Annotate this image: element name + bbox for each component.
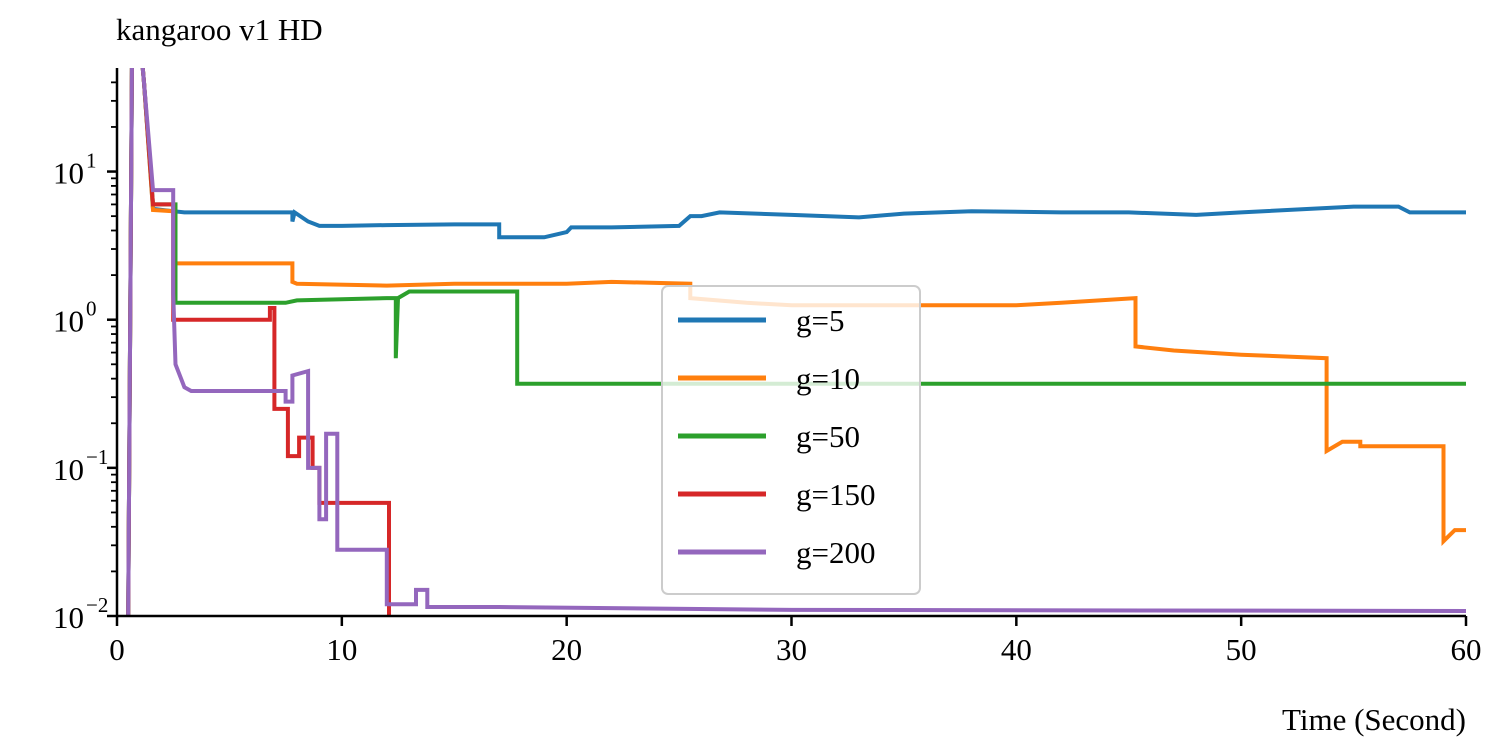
- x-tick-label-5: 50: [1226, 632, 1257, 667]
- x-tick-label-3: 30: [776, 632, 807, 667]
- y-tick-exp-2: 0: [86, 297, 97, 321]
- x-tick-label-6: 60: [1451, 632, 1482, 667]
- legend-label-2: g=50: [796, 419, 860, 454]
- legend: g=5 g=10 g=50 g=150 g=200: [661, 285, 921, 595]
- legend-label-3: g=150: [796, 477, 875, 512]
- series-line-4: [126, 68, 1466, 616]
- legend-box: [661, 285, 921, 595]
- x-tick-label-0: 0: [109, 632, 125, 667]
- x-tick-label-1: 10: [326, 632, 357, 667]
- y-tick-label-1: 10: [53, 452, 84, 487]
- y-tick-label-2: 10: [53, 304, 84, 339]
- legend-label-4: g=200: [796, 535, 875, 570]
- x-axis-label: Time (Second): [1282, 702, 1466, 737]
- y-tick-exp-0: −2: [86, 593, 108, 617]
- x-tick-label-2: 20: [551, 632, 582, 667]
- legend-label-0: g=5: [796, 303, 844, 338]
- y-tick-exp-3: 1: [86, 149, 97, 173]
- y-tick-label-0: 10: [53, 600, 84, 635]
- x-tick-label-4: 40: [1001, 632, 1032, 667]
- series-line-0: [126, 68, 1466, 616]
- plot-lines: [126, 68, 1466, 616]
- chart-title: kangaroo v1 HD: [116, 12, 323, 47]
- legend-label-1: g=10: [796, 361, 860, 396]
- y-tick-label-3: 10: [53, 156, 84, 191]
- series-line-3: [126, 68, 391, 616]
- y-tick-exp-1: −1: [86, 445, 108, 469]
